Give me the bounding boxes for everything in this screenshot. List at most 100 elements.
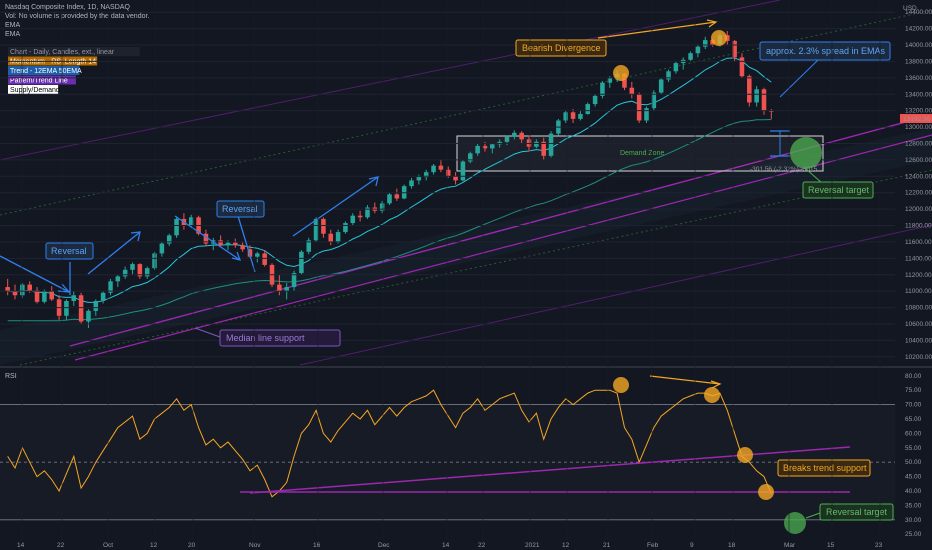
candle[interactable] (460, 161, 466, 181)
candle[interactable] (600, 82, 605, 96)
candle[interactable] (747, 76, 752, 103)
candle[interactable] (387, 194, 392, 204)
candle[interactable] (100, 292, 106, 302)
candle[interactable] (20, 284, 25, 296)
candle[interactable] (313, 218, 319, 241)
candle[interactable] (108, 281, 113, 293)
breaks-trend-box[interactable] (777, 459, 871, 477)
candle[interactable] (64, 301, 69, 316)
candle[interactable] (644, 108, 649, 121)
candle[interactable] (335, 232, 341, 242)
price-reversal-target-marker[interactable] (790, 137, 822, 169)
candle[interactable] (247, 249, 253, 257)
price-peak-marker-2[interactable] (711, 30, 727, 46)
candle[interactable] (357, 215, 363, 218)
candle[interactable] (188, 217, 194, 226)
rsi-peak-marker-1[interactable] (613, 377, 629, 393)
median-label-box[interactable] (219, 329, 341, 347)
arrow-down-2[interactable] (174, 215, 241, 261)
candle[interactable] (122, 269, 128, 277)
candle[interactable] (423, 172, 429, 178)
candle[interactable] (218, 240, 223, 246)
candle[interactable] (445, 169, 451, 177)
candle[interactable] (534, 141, 539, 147)
candle[interactable] (144, 268, 150, 277)
candle[interactable] (629, 87, 635, 95)
candle[interactable] (343, 223, 348, 233)
candle[interactable] (585, 104, 591, 114)
reversal-label-1-box[interactable] (45, 242, 94, 260)
candle[interactable] (438, 165, 444, 170)
candle[interactable] (541, 141, 546, 156)
candle[interactable] (666, 71, 671, 80)
rsi-reversal-target-box[interactable] (819, 503, 894, 521)
candle[interactable] (93, 301, 99, 311)
candle[interactable] (137, 264, 143, 277)
candle[interactable] (277, 284, 282, 292)
candle[interactable] (482, 145, 488, 149)
candle[interactable] (702, 40, 708, 47)
bearish-divergence-box[interactable] (515, 39, 607, 57)
candle[interactable] (284, 287, 289, 292)
candle[interactable] (739, 57, 745, 77)
legend-item[interactable]: Trend - 12EMA 50EMA (10, 68, 82, 75)
candle[interactable] (548, 133, 554, 156)
candle[interactable] (86, 310, 91, 322)
candle[interactable] (255, 253, 260, 257)
candle[interactable] (321, 218, 326, 234)
candle[interactable] (754, 89, 759, 103)
rsi-reversal-target-marker[interactable] (784, 512, 806, 534)
candle[interactable] (350, 215, 356, 224)
candle[interactable] (570, 112, 576, 119)
rsi-peak-marker-2[interactable] (704, 387, 720, 403)
rsi-divergence-line[interactable] (649, 375, 721, 385)
ema-12-line[interactable] (7, 57, 772, 303)
candle[interactable] (78, 295, 84, 322)
candle[interactable] (519, 132, 524, 140)
candle[interactable] (299, 251, 304, 274)
candle[interactable] (467, 153, 473, 162)
rsi-low-marker[interactable] (758, 484, 774, 500)
candle[interactable] (453, 176, 458, 181)
candle[interactable] (636, 94, 642, 121)
candle[interactable] (27, 284, 32, 291)
candle[interactable] (365, 207, 370, 218)
candle[interactable] (5, 287, 10, 292)
candle[interactable] (688, 53, 693, 60)
candle[interactable] (431, 165, 436, 173)
reversal-label-2-box[interactable] (216, 200, 265, 218)
candle[interactable] (607, 77, 613, 83)
candle[interactable] (152, 253, 157, 269)
candle[interactable] (240, 245, 245, 250)
candle[interactable] (203, 233, 209, 244)
arrow-up-1[interactable] (87, 231, 141, 275)
candle[interactable] (651, 92, 657, 109)
rsi-line[interactable] (7, 389, 772, 498)
candle[interactable] (592, 95, 598, 105)
price-divergence-line[interactable] (597, 21, 717, 39)
legend-item[interactable]: Momentum - RSI Length 14 (10, 59, 96, 66)
channel-mid-line[interactable] (19, 169, 932, 366)
candle[interactable] (379, 203, 385, 211)
candle[interactable] (159, 243, 165, 254)
candle[interactable] (291, 273, 297, 288)
candle[interactable] (394, 194, 400, 199)
candle[interactable] (262, 253, 267, 265)
candle[interactable] (34, 290, 40, 302)
candle[interactable] (563, 112, 569, 121)
candle[interactable] (12, 291, 18, 296)
reversal-target-box[interactable] (802, 181, 874, 199)
candle[interactable] (512, 132, 517, 137)
candle[interactable] (306, 240, 312, 252)
candle[interactable] (622, 73, 627, 88)
rsi-break-marker[interactable] (737, 447, 753, 463)
candle[interactable] (166, 235, 172, 244)
arrow-up-2[interactable] (292, 176, 379, 237)
candle[interactable] (233, 242, 238, 246)
candle[interactable] (475, 145, 480, 154)
candle[interactable] (416, 177, 422, 181)
candle[interactable] (225, 242, 231, 246)
arrow-down-1[interactable] (0, 255, 70, 293)
candle[interactable] (130, 264, 135, 270)
candle[interactable] (504, 136, 510, 142)
